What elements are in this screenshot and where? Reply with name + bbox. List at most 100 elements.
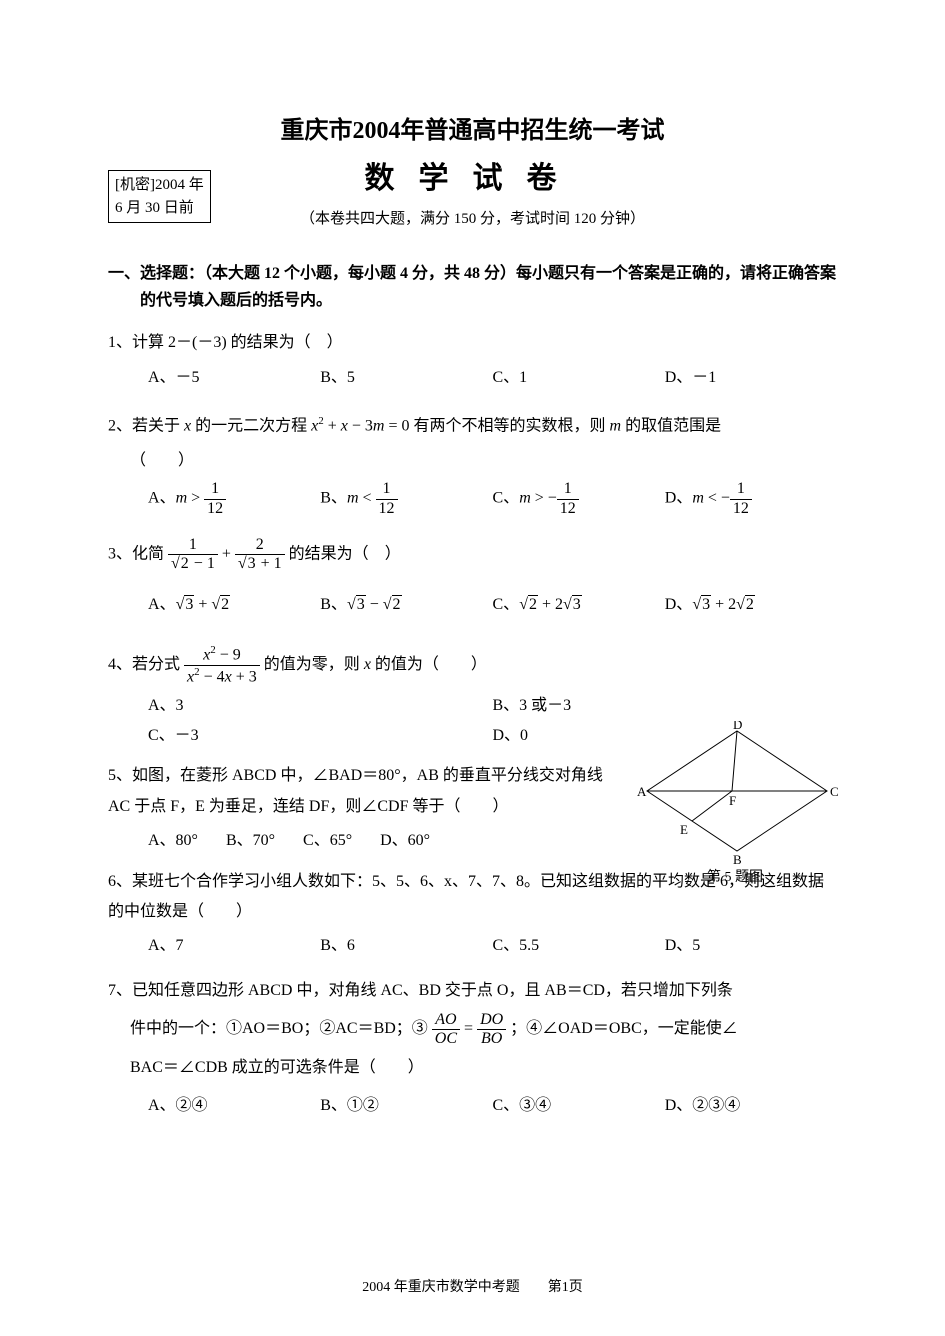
q7-eq: = <box>460 1020 477 1037</box>
confidential-line1: [机密]2004 年 <box>115 174 204 197</box>
q2d-var: m <box>692 490 704 507</box>
question-1: 1、计算 2－(－3) 的结果为（） A、－5 B、5 C、1 D、－1 <box>108 328 837 393</box>
q2a-pre: A、 <box>148 490 176 507</box>
q5-text: 5、如图，在菱形 ABCD 中，∠BAD＝80°，AB 的垂直平分线交对角线 A… <box>108 761 617 822</box>
q3-f1d: √2 − 1 <box>168 555 218 573</box>
label-B: B <box>733 852 742 867</box>
q3-text: 3、化简 1√2 − 1 + 2√3 + 1 的结果为（） <box>108 536 837 574</box>
q3c-s2: 2 <box>528 595 538 613</box>
q7-tc: ；④∠OAD＝OBC，一定能使∠ <box>506 1020 738 1037</box>
q7-f2d: BO <box>477 1030 506 1048</box>
q3-opt-a: A、√3 + √2 <box>148 590 320 620</box>
blank <box>311 334 327 351</box>
q3c-pre: C、 <box>493 596 520 613</box>
q2c-den: 12 <box>557 500 579 518</box>
title-post: 年普通高中招生统一考试 <box>401 118 665 144</box>
subtitle: 数学试卷 <box>108 153 837 197</box>
q3-f2d: √3 + 1 <box>235 555 285 573</box>
q4-opt-b: B、3 或－3 <box>493 691 838 721</box>
q3a-pre: A、 <box>148 596 176 613</box>
q4-opt-a: A、3 <box>148 691 493 721</box>
q2-opt-c: C、m > −112 <box>493 480 665 518</box>
label-A: A <box>637 784 647 799</box>
q7-opt-b: B、①② <box>320 1091 492 1121</box>
q5-opt-d: D、60° <box>380 826 430 856</box>
q4-opt-c: C、－3 <box>148 721 493 751</box>
q3-post: ） <box>385 546 401 563</box>
q1-opt-c: C、1 <box>493 363 665 393</box>
title-pre: 重庆市 <box>281 118 353 144</box>
q3-f1da: 2 <box>180 554 190 572</box>
q5-figure: A B C D E F 第 5 题图 <box>637 721 847 886</box>
q3b-s3: 3 <box>356 595 366 613</box>
question-3: 3、化简 1√2 − 1 + 2√3 + 1 的结果为（） A、√3 + √2 … <box>108 536 837 620</box>
q3b-pre: B、 <box>320 596 347 613</box>
q7-opt-c: C、③④ <box>493 1091 665 1121</box>
q7-opt-a: A、②④ <box>148 1091 320 1121</box>
q2-blank: （ ） <box>108 446 837 476</box>
q4nb: − 9 <box>216 647 241 664</box>
confidential-line2: 6 月 30 日前 <box>115 197 204 220</box>
label-D: D <box>733 721 742 732</box>
q3c-op: + 2 <box>538 596 563 613</box>
q6-opt-b: B、6 <box>320 931 492 961</box>
q4-mid: 的值为零，则 <box>260 656 364 673</box>
q2-opt-b: B、m < 112 <box>320 480 492 518</box>
q7-f1n: AO <box>432 1011 460 1030</box>
q2a-var: m <box>176 490 188 507</box>
q3d-s3: 3 <box>701 595 711 613</box>
q2b-var: m <box>347 490 359 507</box>
q2a-op: > <box>187 490 204 507</box>
q3-f2db: + 1 <box>257 555 282 572</box>
q6-options: A、7 B、6 C、5.5 D、5 <box>108 931 837 961</box>
q3-options: A、√3 + √2 B、√3 − √2 C、√2 + 2√3 D、√3 + 2√… <box>108 590 837 620</box>
exam-page: [机密]2004 年 6 月 30 日前 重庆市2004年普通高中招生统一考试 … <box>0 0 945 1171</box>
q1-options: A、－5 B、5 C、1 D、－1 <box>108 363 837 393</box>
q3d-s2: 2 <box>745 595 755 613</box>
page-title: 重庆市2004年普通高中招生统一考试 <box>108 110 837 145</box>
q2d-num: 1 <box>730 480 752 499</box>
q3c-s3: 3 <box>572 595 582 613</box>
exam-info: （本卷共四大题，满分 150 分，考试时间 120 分钟） <box>108 207 837 228</box>
q2-opt-a: A、m > 112 <box>148 480 320 518</box>
q7-f2n: DO <box>477 1011 506 1030</box>
q5-opt-a: A、80° <box>148 826 198 856</box>
q2a-den: 12 <box>204 500 226 518</box>
q3-f2da: 3 <box>247 554 257 572</box>
q1-opt-b: B、5 <box>320 363 492 393</box>
q2c-pre: C、 <box>493 490 520 507</box>
q4dc: x <box>225 668 232 685</box>
q4-den: x2 − 4x + 3 <box>184 666 260 687</box>
q4db: − 4 <box>200 668 225 685</box>
q3-f2n: 2 <box>235 536 285 555</box>
q2-opt-d: D、m < −112 <box>665 480 837 518</box>
q7-options: A、②④ B、①② C、③④ D、②③④ <box>108 1091 837 1121</box>
q6-opt-c: C、5.5 <box>493 931 665 961</box>
question-6: 6、某班七个合作学习小组人数如下：5、5、6、x、7、7、8。已知这组数据的平均… <box>108 867 837 962</box>
q3b-op: − <box>366 596 383 613</box>
q7-opt-d: D、②③④ <box>665 1091 837 1121</box>
q3a-s2: 2 <box>220 595 230 613</box>
q3a-s3: 3 <box>184 595 194 613</box>
q3-opt-b: B、√3 − √2 <box>320 590 492 620</box>
q3-f1n: 1 <box>168 536 218 555</box>
q2d-den: 12 <box>730 500 752 518</box>
q5-opt-c: C、65° <box>303 826 352 856</box>
section-1-header: 一、选择题：（本大题 12 个小题，每小题 4 分，共 48 分）每小题只有一个… <box>108 260 837 314</box>
q4-pre: 4、若分式 <box>108 656 184 673</box>
q2b-num: 1 <box>376 480 398 499</box>
q2-text: 2、若关于 x 的一元二次方程 x2 + x − 3m = 0 有两个不相等的实… <box>108 411 837 442</box>
page-footer: 2004 年重庆市数学中考题 第1页 <box>0 1276 945 1296</box>
q4-x: x <box>364 656 371 673</box>
q4dd: + 3 <box>232 668 257 685</box>
q3-blank <box>369 546 385 563</box>
q7-td: BAC＝∠CDB 成立的可选条件是（ ） <box>108 1059 424 1076</box>
q4-post: 的值为（ ） <box>371 656 487 673</box>
q2c-op: > − <box>531 490 557 507</box>
q3a-op: + <box>194 596 211 613</box>
q3-plus: + <box>218 546 235 563</box>
label-F: F <box>729 793 736 808</box>
label-C: C <box>830 784 839 799</box>
q2-options: A、m > 112 B、m < 112 C、m > −112 D、m < −11… <box>108 480 837 518</box>
q3-opt-d: D、√3 + 2√2 <box>665 590 837 620</box>
